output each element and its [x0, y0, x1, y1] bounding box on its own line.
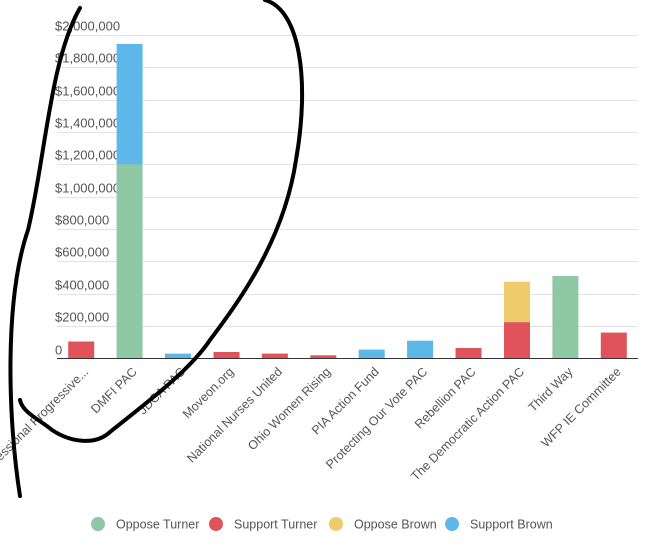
- y-tick-label: $1,600,000: [55, 84, 120, 99]
- legend: Oppose Turner Support Turner Oppose Brown S…: [91, 517, 553, 532]
- bar-ohio-women-rising-support-turner: [310, 355, 337, 359]
- x-tick-label: DMFI PAC: [88, 365, 139, 416]
- y-tick-label: $800,000: [55, 213, 109, 228]
- bar-moveon-org-support-turner: [213, 352, 240, 359]
- bar-dmfi-pac-oppose-turner: [116, 164, 143, 359]
- y-tick-label: $1,800,000: [55, 51, 120, 66]
- y-tick-label: $1,400,000: [55, 116, 120, 131]
- y-tick-label: $400,000: [55, 278, 109, 293]
- bar-dmfi-pac-support-brown: [116, 43, 143, 165]
- y-tick-label: $1,200,000: [55, 148, 120, 163]
- y-tick-label: 0: [55, 343, 62, 358]
- legend-label-support-brown: Support Brown: [470, 518, 553, 532]
- y-tick-label: $2,000,000: [55, 19, 120, 34]
- x-tick-label: Third Way: [526, 364, 576, 414]
- legend-swatch-oppose-turner: [91, 517, 105, 531]
- bar-congressional-progressive-support-turner: [68, 341, 95, 359]
- x-axis-ticks: Congressional Progressive...DMFI PACJDCA…: [0, 364, 624, 487]
- bar-national-nurses-united-support-turner: [261, 353, 288, 359]
- bar-jdca-pac-support-brown: [165, 353, 191, 359]
- bar-the-democratic-action-pac-support-turner: [504, 322, 530, 359]
- bar-third-way-oppose-turner: [552, 276, 579, 359]
- x-tick-label: Ohio Women Rising: [245, 365, 333, 453]
- legend-label-support-turner: Support Turner: [234, 518, 317, 532]
- bar-wfp-ie-committee-support-turner: [600, 332, 627, 359]
- legend-label-oppose-brown: Oppose Brown: [354, 518, 437, 532]
- bar-rebellion-pac-support-turner: [455, 348, 482, 359]
- legend-swatch-support-turner: [209, 517, 223, 531]
- x-tick-label: National Nurses United: [184, 365, 285, 466]
- x-tick-label: WFP IE Committee: [539, 365, 624, 450]
- legend-swatch-support-brown: [445, 517, 459, 531]
- bar-protecting-our-vote-pac-support-brown: [407, 340, 434, 359]
- y-axis-ticks: 0 $200,000 $400,000 $600,000 $800,000 $1,000,…: [55, 19, 120, 358]
- gridlines: [57, 35, 638, 327]
- y-tick-label: $600,000: [55, 245, 109, 260]
- bars: [68, 43, 627, 359]
- legend-label-oppose-turner: Oppose Turner: [116, 518, 199, 532]
- y-tick-label: $1,000,000: [55, 181, 120, 196]
- hand-drawn-annotation: [8, 0, 305, 498]
- bar-pia-action-fund-support-brown: [358, 349, 385, 359]
- legend-swatch-oppose-brown: [329, 517, 343, 531]
- bar-the-democratic-action-pac-oppose-brown: [504, 281, 530, 323]
- y-tick-label: $200,000: [55, 310, 109, 325]
